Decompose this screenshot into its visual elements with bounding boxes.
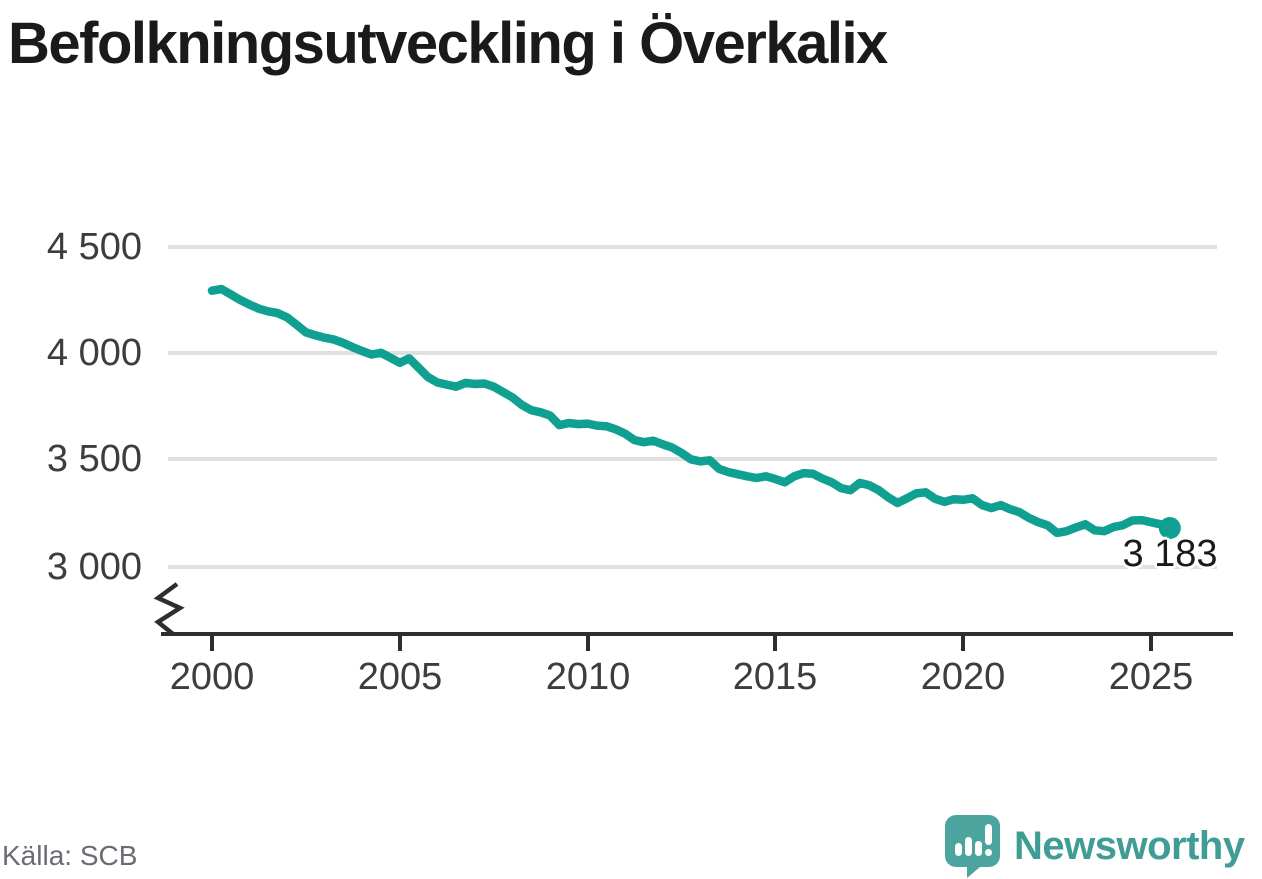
gridline-3000 (168, 565, 1217, 569)
y-axis-label: 3 500 (46, 438, 142, 480)
source-caption: Källa: SCB (2, 840, 138, 871)
newsworthy-logo: Newsworthy (944, 814, 1262, 878)
x-axis-tick (1149, 636, 1153, 651)
y-axis-label: 4 500 (46, 226, 142, 268)
x-axis-label: 2025 (1108, 656, 1194, 698)
x-axis-line (161, 632, 1233, 636)
x-axis-label: 2005 (357, 656, 443, 698)
x-axis-label: 2010 (545, 656, 631, 698)
x-axis-tick (398, 636, 402, 651)
gridline-3500 (168, 457, 1217, 461)
newsworthy-wordmark: Newsworthy (1014, 823, 1245, 868)
population-line (207, 284, 1175, 538)
y-axis-label: 4 000 (46, 332, 142, 374)
gridline-4500 (168, 245, 1217, 249)
x-axis-label: 2000 (169, 656, 255, 698)
x-axis-tick (773, 636, 777, 651)
y-axis-label: 3 000 (46, 546, 142, 588)
x-axis-tick (210, 636, 214, 651)
newsworthy-speech-bubble-bars-icon (945, 814, 1000, 878)
last-value-label: 3 183 (1122, 533, 1218, 575)
x-axis-tick (961, 636, 965, 651)
x-axis-label: 2020 (920, 656, 1006, 698)
x-axis-tick (586, 636, 590, 651)
page-title: Befolkningsutveckling i Överkalix (8, 11, 888, 76)
x-axis-label: 2015 (732, 656, 818, 698)
gridline-4000 (168, 351, 1217, 355)
